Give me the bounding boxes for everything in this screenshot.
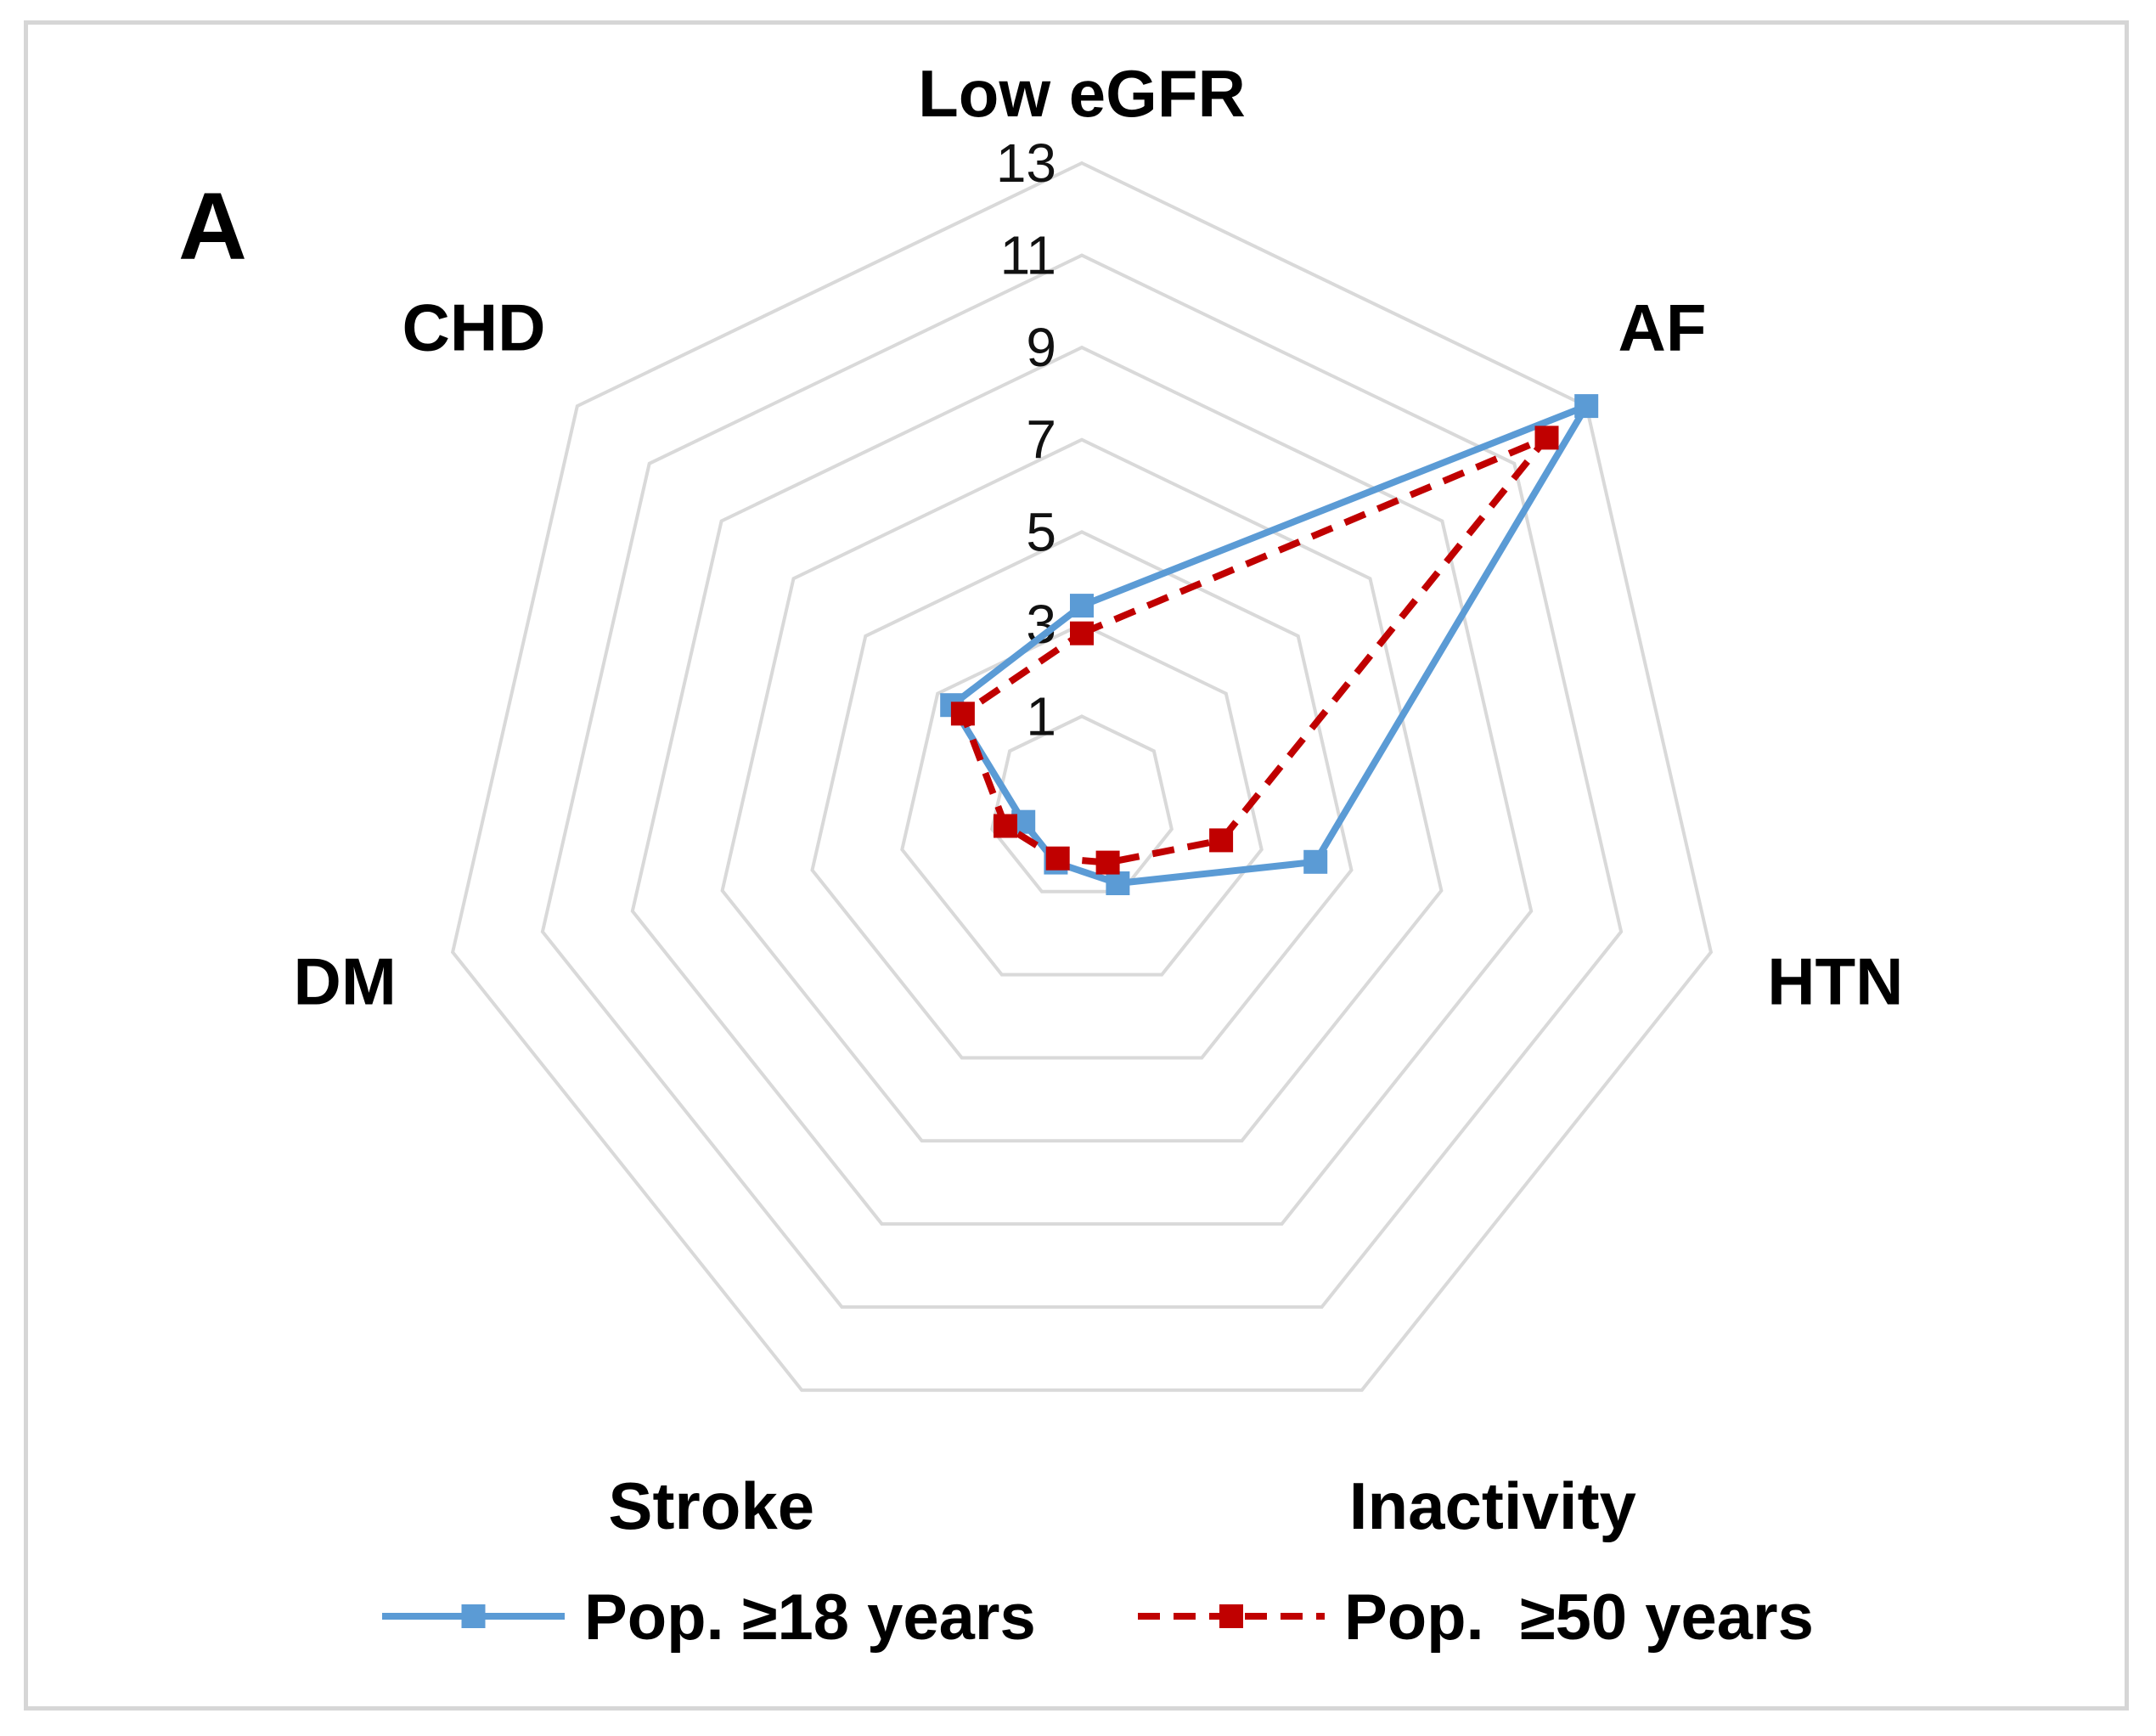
series-line-2 [959, 434, 1550, 866]
series-2-point-1 [1070, 621, 1094, 645]
grid-ring-7 [720, 437, 1444, 1143]
series-1-point-1 [1070, 594, 1094, 618]
series-1-point-4 [1106, 871, 1130, 895]
category-label-1: Low eGFR [918, 56, 1246, 131]
series-group [940, 394, 1599, 895]
radar-grid [450, 161, 1714, 1392]
category-label-2: AF [1618, 290, 1707, 365]
grid-ring-3 [900, 622, 1264, 977]
category-label-5: Stroke [608, 1468, 814, 1543]
legend-entry-2: Pop. ≥50 years [1138, 1581, 1814, 1654]
tick-label-1: 1 [1026, 685, 1056, 747]
grid-ring-5 [810, 530, 1354, 1060]
category-label-4: Inactivity [1349, 1468, 1636, 1543]
series-2-point-2 [1534, 426, 1559, 450]
grid-ring-11 [540, 253, 1624, 1309]
grid-ring-13 [450, 161, 1714, 1392]
category-label-3: HTN [1767, 944, 1903, 1019]
series-2-point-7 [950, 702, 975, 726]
grid-ring-1 [990, 714, 1174, 893]
category-label-6: DM [293, 944, 396, 1019]
legend-entry-1: Pop. ≥18 years [382, 1581, 1036, 1654]
series-1-point-2 [1574, 394, 1599, 419]
tick-label-5: 5 [1026, 501, 1056, 562]
legend-label-2: Pop. ≥50 years [1344, 1581, 1814, 1654]
series-2 [950, 426, 1559, 875]
category-labels: Low eGFR AF HTN Inactivity Stroke DM CHD [293, 56, 1903, 1543]
legend-label-1: Pop. ≥18 years [584, 1581, 1036, 1654]
grid-ring-9 [630, 345, 1534, 1226]
series-2-point-4 [1095, 850, 1120, 875]
tick-label-13: 13 [996, 132, 1056, 194]
chart-frame [24, 20, 2129, 1711]
series-2-point-6 [994, 814, 1017, 838]
tick-label-11: 11 [1000, 225, 1056, 286]
series-2-point-3 [1209, 828, 1234, 853]
series-2-point-5 [1045, 846, 1070, 871]
panel-label: A [178, 173, 247, 279]
legend-swatch-marker-2 [1219, 1604, 1243, 1628]
legend: Pop. ≥18 years Pop. ≥50 years [382, 1581, 1814, 1654]
category-label-7: CHD [402, 290, 546, 365]
tick-label-7: 7 [1026, 409, 1056, 471]
tick-label-9: 9 [1026, 317, 1056, 378]
legend-swatch-marker-1 [461, 1604, 486, 1628]
series-1-point-3 [1303, 849, 1328, 874]
